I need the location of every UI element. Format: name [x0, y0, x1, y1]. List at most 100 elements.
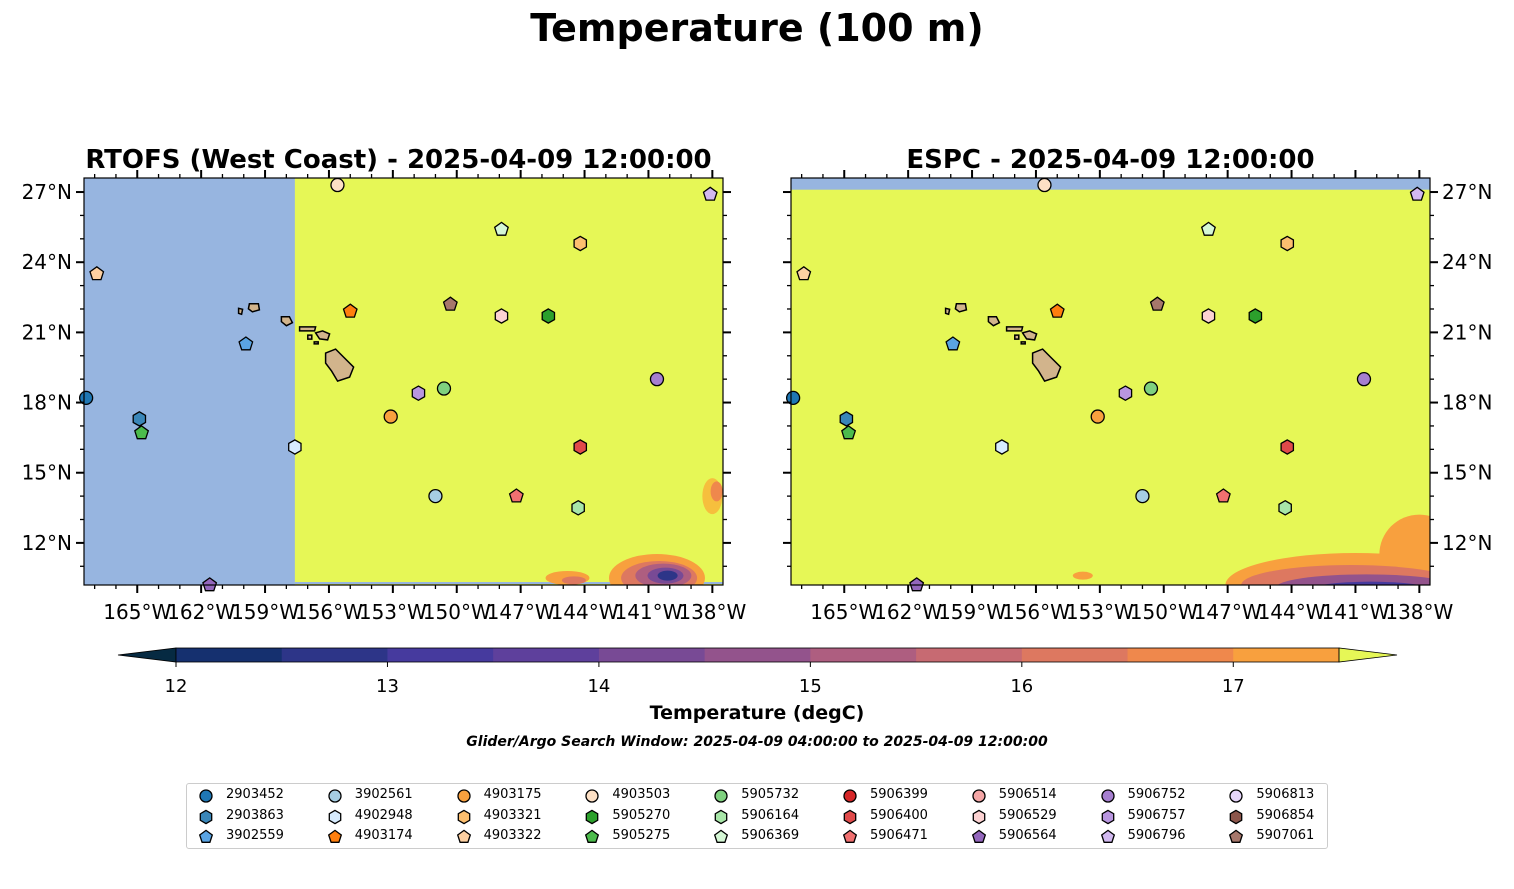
- float-marker-5907061: [442, 296, 458, 311]
- legend-marker: [842, 829, 858, 843]
- legend-marker: [328, 789, 342, 803]
- legend-marker: [198, 829, 214, 843]
- no-data-strip: [791, 178, 1430, 190]
- x-tick-label: 138°W: [678, 600, 746, 624]
- legend-label: 4903174: [354, 828, 413, 843]
- legend-marker-shape: [1101, 809, 1114, 824]
- x-tick-label: 153°W: [1066, 600, 1134, 624]
- x-tick-label: 150°W: [423, 600, 491, 624]
- colorbar-tick-label: 13: [376, 676, 399, 697]
- y-tick-label: 18°N: [1442, 391, 1492, 415]
- float-marker-5906400: [573, 439, 588, 455]
- float-marker-5905270: [1248, 308, 1263, 324]
- legend-marker-shape: [843, 789, 857, 803]
- float-marker-4903174: [342, 303, 358, 318]
- y-tick-label: 24°N: [22, 250, 72, 274]
- float-marker-5906564: [202, 577, 218, 592]
- island-oahu: [280, 315, 294, 327]
- legend-marker-shape: [714, 809, 728, 824]
- x-tick-label: 147°W: [1194, 600, 1262, 624]
- legend-marker-shape: [714, 789, 728, 803]
- legend-label: 5906529: [998, 807, 1057, 823]
- legend-marker: [843, 809, 857, 824]
- float-legend: 2903452 2903863 3902559 3902561 4902948 49031…: [186, 783, 1328, 849]
- colorbar-tick-label: 17: [1222, 676, 1245, 697]
- y-tick-label: 12°N: [22, 531, 72, 555]
- map-frame: [790, 177, 1431, 586]
- legend-marker-shape: [1100, 789, 1115, 803]
- legend-label: 5906369: [741, 828, 800, 843]
- colorbar-bin: [1127, 648, 1234, 662]
- colorbar-tick-label: 15: [799, 676, 822, 697]
- panel-title: RTOFS (West Coast) - 2025-04-09 12:00:00: [85, 145, 711, 175]
- colorbar-tick-label: 14: [587, 676, 610, 697]
- legend-label: 3902561: [354, 787, 413, 802]
- legend-marker: [1100, 829, 1115, 843]
- cold-eddy: [561, 576, 586, 585]
- float-marker-5906369: [1200, 221, 1216, 236]
- legend-marker-shape: [1230, 809, 1243, 824]
- legend-marker: [1229, 829, 1244, 843]
- float-marker-5905732: [436, 381, 452, 396]
- y-tick-label: 21°N: [1442, 320, 1492, 344]
- y-tick-label: 21°N: [22, 320, 72, 344]
- x-tick-label: 162°W: [874, 600, 942, 624]
- float-marker-5906796: [1409, 186, 1425, 201]
- island-niihau: [944, 307, 951, 316]
- float-marker-3902559: [945, 336, 961, 351]
- island-molokai: [1005, 326, 1024, 332]
- map-frame: [83, 177, 724, 586]
- x-tick-label: 165°W: [103, 600, 171, 624]
- colorbar-extend-low: [117, 647, 177, 663]
- y-tick-label: 27°N: [22, 180, 72, 204]
- legend-marker: [1101, 809, 1114, 824]
- island-maui: [1021, 330, 1038, 341]
- legend-marker: [1230, 809, 1243, 824]
- x-tick-label: 141°W: [1321, 600, 1389, 624]
- legend-label: 5906757: [1127, 807, 1186, 823]
- legend-label: 2903863: [226, 807, 284, 823]
- legend-label: 5906564: [998, 828, 1057, 843]
- figure-title: Temperature (100 m): [530, 6, 984, 50]
- colorbar-tick-label: 16: [1010, 676, 1033, 697]
- colorbar-bin: [387, 648, 494, 662]
- legend-marker-shape: [456, 789, 471, 803]
- legend-label: 5906471: [870, 828, 928, 843]
- legend-marker: [843, 789, 857, 803]
- float-marker-4902948: [995, 439, 1009, 455]
- panel-title: ESPC - 2025-04-09 12:00:00: [906, 145, 1314, 175]
- colorbar-bin: [810, 648, 917, 662]
- colorbar-tick-label: 12: [165, 676, 188, 697]
- map-body: [84, 178, 723, 585]
- float-marker-5906757: [411, 385, 426, 402]
- legend-marker: [971, 829, 986, 843]
- legend-marker-shape: [198, 829, 214, 843]
- legend-label: 5906813: [1256, 787, 1315, 802]
- float-marker-2903452: [78, 390, 94, 406]
- legend-marker: [585, 789, 600, 803]
- legend-marker-shape: [328, 809, 342, 824]
- x-tick-label: 144°W: [1258, 600, 1326, 624]
- island-lanai: [1014, 334, 1020, 340]
- colorbar-frame: [175, 647, 1340, 663]
- legend-marker: [972, 789, 986, 803]
- float-marker-5906752: [1356, 372, 1372, 387]
- x-tick-label: 159°W: [938, 600, 1006, 624]
- legend-marker: [586, 809, 599, 824]
- colorbar: 12 13 14 15 16 17 Temperature (degC): [117, 647, 1398, 724]
- island-hawaii: [1031, 348, 1062, 383]
- island-kahoolawe: [313, 341, 319, 345]
- legend-marker-shape: [1229, 789, 1244, 803]
- legend-marker: [714, 809, 728, 824]
- legend-marker: [714, 829, 729, 843]
- legend-marker-shape: [585, 829, 600, 843]
- legend-label: 5906164: [741, 807, 800, 823]
- x-tick-label: 156°W: [1002, 600, 1070, 624]
- float-marker-4903321: [1280, 235, 1295, 252]
- legend-label: 5905270: [612, 807, 671, 823]
- y-tick-label: 15°N: [1442, 461, 1492, 485]
- colorbar-bin: [916, 648, 1023, 662]
- legend-marker-shape: [327, 829, 342, 843]
